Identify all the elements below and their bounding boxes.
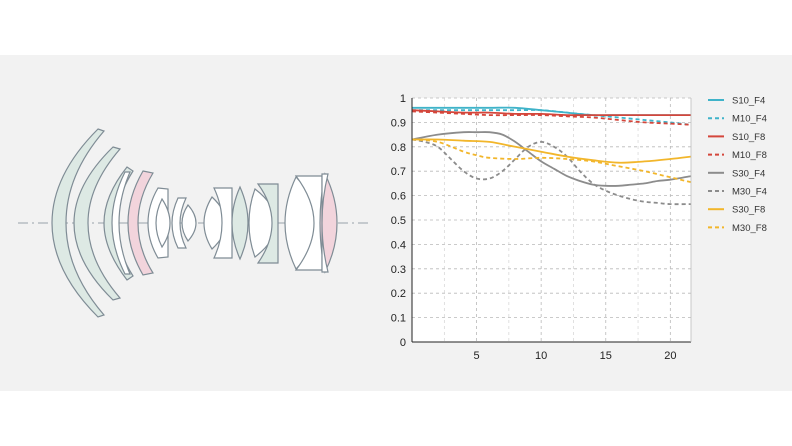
series-line-m10_f4 <box>412 109 692 126</box>
legend-label-m10_f8: M10_F8 <box>732 150 767 161</box>
lens-element-5 <box>127 170 154 276</box>
lens-element-14 <box>256 183 279 264</box>
lens-element-4 <box>111 171 131 275</box>
lens-element-7 <box>155 197 171 249</box>
lens-element-9 <box>181 204 197 242</box>
chart-axes: 00.10.20.30.40.50.60.70.80.915 10 15 20 <box>391 93 692 362</box>
legend-label-m30_f8: M30_F8 <box>732 223 767 234</box>
y-tick-label: 0.9 <box>391 117 406 129</box>
series-line-s30_f4 <box>411 131 692 187</box>
y-tick-label: 0.2 <box>391 288 406 300</box>
y-tick-label: 0.7 <box>391 166 406 178</box>
x-tick-label: 15 <box>600 350 612 362</box>
y-tick-label: 0.5 <box>391 215 406 227</box>
y-tick-label: 0.3 <box>391 264 406 276</box>
chart-legend: S10_F4 M10_F4 S10_F8 M10_F8 S30_F4 M30_F4 S30_… <box>708 96 767 234</box>
lens-element-12 <box>231 185 249 261</box>
y-tick-label: 0.6 <box>391 191 406 203</box>
x-tick-label: 20 <box>664 350 676 362</box>
series-line-s10_f8 <box>411 109 691 117</box>
chart-grid <box>412 97 691 342</box>
legend-label-s30_f4: S30_F4 <box>732 168 765 179</box>
y-tick-label: 0.4 <box>391 239 406 251</box>
x-tick-label: 10 <box>535 350 547 362</box>
y-tick-label: 0.8 <box>391 142 406 154</box>
y-tick-label: 0.1 <box>391 313 406 325</box>
legend-label-m30_f4: M30_F4 <box>732 187 767 198</box>
lens-element-2 <box>73 146 122 301</box>
lens-element-11 <box>213 187 233 259</box>
series-line-m10_f8 <box>411 110 692 126</box>
legend-label-s10_f4: S10_F4 <box>732 96 765 107</box>
lens-element-8 <box>171 197 187 249</box>
legend-label-s30_f8: S30_F8 <box>732 205 765 216</box>
lens-element-16 <box>294 175 323 271</box>
series-line-m30_f4 <box>411 138 692 206</box>
x-tick-label: 5 <box>474 350 480 362</box>
y-tick-label: 0 <box>400 337 406 349</box>
lens-element-1 <box>51 128 106 318</box>
y-tick-label: 1 <box>400 93 406 105</box>
lens-elements-diagram: .le { stroke: #7f8c95; stroke-width: 1.2… <box>18 128 372 318</box>
legend-label-m10_f4: M10_F4 <box>732 114 767 125</box>
legend-label-s10_f8: S10_F8 <box>732 132 765 143</box>
series-line-s30_f8 <box>411 138 692 164</box>
chart-series <box>411 106 692 206</box>
lens-element-18 <box>321 173 329 273</box>
